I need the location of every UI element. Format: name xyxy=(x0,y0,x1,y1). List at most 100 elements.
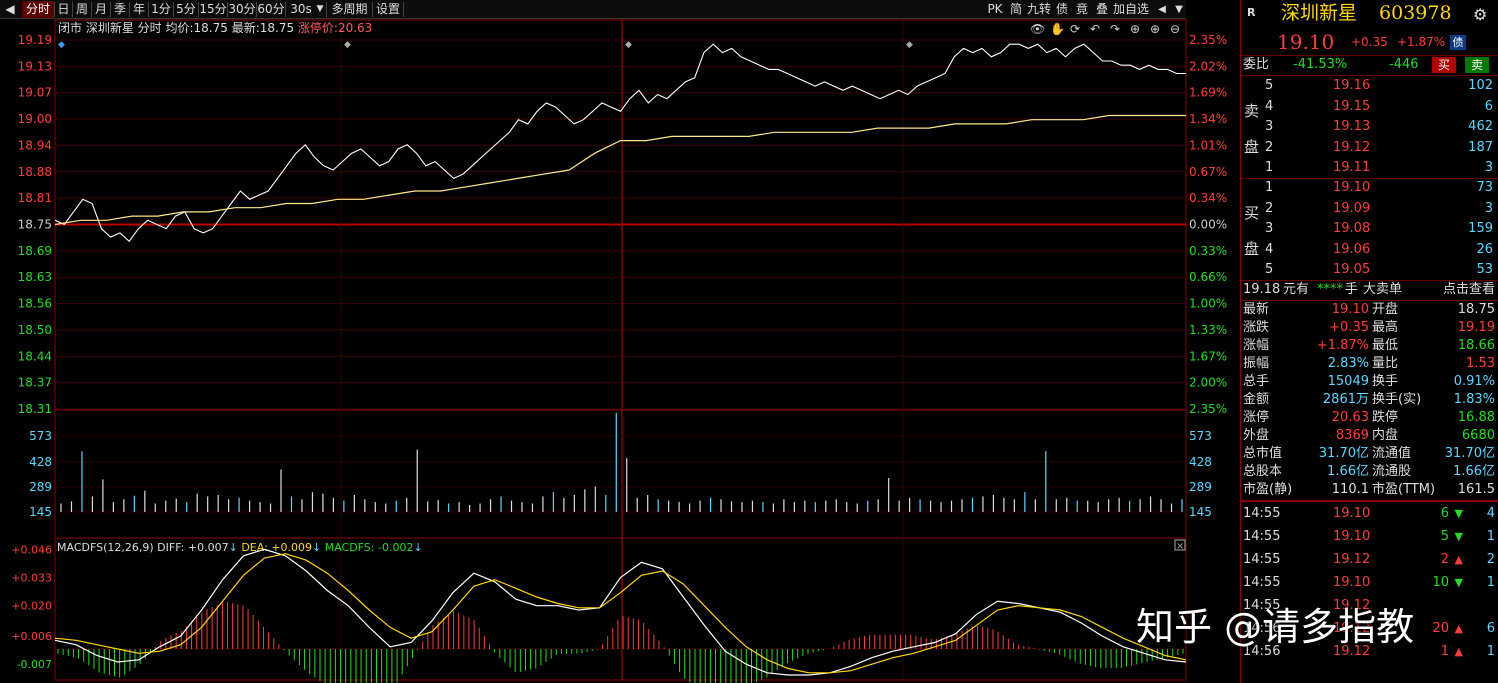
stat-value: 19.19 xyxy=(1457,320,1495,335)
period-tab[interactable]: 周 xyxy=(75,2,88,16)
big-order-stars: **** xyxy=(1317,282,1343,297)
toolbar-right-item[interactable]: 叠 xyxy=(1095,2,1108,16)
big-order-link[interactable]: 点击查看 xyxy=(1442,282,1495,297)
period-tab[interactable]: 月 xyxy=(94,2,107,16)
book-volume: 73 xyxy=(1476,180,1493,195)
stat-value: +0.35 xyxy=(1329,320,1369,335)
tick-row: 14:55 19.10 6 ▼ 4 xyxy=(1241,503,1498,525)
stat-row: 金额 2861万 换手(实) 1.83% xyxy=(1241,391,1498,409)
price-line xyxy=(54,43,1186,243)
level: 5 xyxy=(1265,262,1274,277)
sell-button[interactable]: 卖 xyxy=(1465,57,1489,73)
chart-tool-icon[interactable]: ⊖ xyxy=(1170,22,1180,36)
period-tab[interactable]: 5分 xyxy=(176,2,196,16)
period-tab[interactable]: 季 xyxy=(113,2,126,16)
book-price: 19.05 xyxy=(1333,262,1371,277)
toolbar-right-item[interactable]: 债 xyxy=(1055,2,1068,16)
period-tab[interactable]: 30分 xyxy=(228,2,256,16)
period-tab[interactable]: 分时 xyxy=(22,1,54,18)
price-tick-label: 18.50 xyxy=(18,323,52,337)
stat-value: 0.91% xyxy=(1453,374,1495,389)
chart-toolbar: ◀ 分时日周月季年 1分 5分 15分 30分 60分 30s ▼ 多周期 设置 PK 简九转债竟叠加自… xyxy=(0,0,1186,19)
price-row: 19.10 +0.35 +1.87% 债 xyxy=(1241,30,1498,54)
chart-tool-icon[interactable]: ⊕ xyxy=(1150,22,1160,36)
book-price: 19.15 xyxy=(1333,98,1371,114)
order-book-row[interactable]: 2 19.12 187 xyxy=(1241,139,1498,157)
book-volume: 102 xyxy=(1468,78,1493,93)
stat-value: +1.87% xyxy=(1316,338,1369,353)
level: 4 xyxy=(1265,241,1274,257)
period-tab[interactable]: 多周期 xyxy=(331,2,368,16)
order-book-row[interactable]: 1 19.11 3 xyxy=(1241,159,1498,177)
macd-tick-label: +0.020 xyxy=(11,600,52,613)
chart-tool-icon[interactable]: ⊕ xyxy=(1130,22,1140,36)
dropdown-icon[interactable]: ▼ xyxy=(316,4,324,14)
pct-tick-label: 2.35% xyxy=(1189,33,1227,47)
bond-badge[interactable]: 债 xyxy=(1450,35,1466,50)
r-label: R xyxy=(1247,6,1256,19)
book-side-label: 盘 xyxy=(1244,138,1260,156)
menu-icon[interactable]: ▼ xyxy=(1175,4,1183,15)
order-book-row[interactable]: 1 19.10 73 xyxy=(1241,179,1498,197)
chart-tool-icon[interactable]: ↷ xyxy=(1110,22,1120,36)
tick-volume: 10 xyxy=(1432,575,1449,590)
price-tick-label: 19.19 xyxy=(18,33,52,47)
period-tab[interactable]: 日 xyxy=(57,2,70,16)
chart-tool-icon[interactable]: ✋ xyxy=(1050,22,1065,36)
order-book-row[interactable]: 3 19.08 159 xyxy=(1241,220,1498,238)
level: 2 xyxy=(1265,139,1274,155)
prev-icon[interactable]: ◀ xyxy=(1158,4,1166,15)
pct-tick-label: 0.34% xyxy=(1189,191,1227,205)
stat-label: 总市值 xyxy=(1243,446,1283,461)
book-volume: 159 xyxy=(1468,221,1493,236)
order-book-row[interactable]: 3 19.13 462 xyxy=(1241,118,1498,136)
period-tab[interactable]: 30s xyxy=(290,2,312,16)
period-tab[interactable]: 年 xyxy=(132,2,145,16)
toolbar-right-item[interactable]: 简 xyxy=(1009,2,1022,16)
buy-button[interactable]: 买 xyxy=(1432,57,1456,73)
chart-tool-icon[interactable]: ↶ xyxy=(1090,22,1100,36)
order-book-row[interactable]: 2 19.09 3 xyxy=(1241,200,1498,218)
intraday-chart[interactable]: 19.19 2.35% 19.13 2.02% 19.07 1.69% 19.00 1.34%… xyxy=(0,0,1240,683)
period-tab[interactable]: 设置 xyxy=(375,2,400,16)
stat-label: 最低 xyxy=(1372,338,1399,353)
stat-value: 2.83% xyxy=(1327,356,1369,371)
stat-value: 1.83% xyxy=(1453,392,1495,407)
toolbar-right-item[interactable]: 加自选 xyxy=(1113,2,1150,16)
period-tab[interactable]: 1分 xyxy=(151,2,171,16)
current-price: 19.10 xyxy=(1277,30,1335,54)
level: 1 xyxy=(1265,180,1274,195)
close-icon[interactable] xyxy=(1174,539,1186,551)
settings-gear-icon[interactable]: ⚙ xyxy=(1473,5,1488,24)
avg-line xyxy=(54,114,1186,226)
period-tab[interactable]: 15分 xyxy=(199,2,227,16)
pct-tick-label: 0.00% xyxy=(1189,218,1227,232)
toolbar-right-item[interactable]: 九转 xyxy=(1027,2,1052,16)
big-order-label: 大卖单 xyxy=(1363,282,1403,297)
tick-count: 1 xyxy=(1486,644,1495,659)
back-icon[interactable]: ◀ xyxy=(5,2,15,16)
chart-tool-icon[interactable]: ⟳ xyxy=(1070,22,1080,36)
tick-time: 14:56 xyxy=(1243,621,1281,636)
chart-tool-icon[interactable]: 👁 xyxy=(1030,22,1045,36)
stat-row: 涨停 20.63 跌停 16.88 xyxy=(1241,409,1498,427)
stock-code: 603978 xyxy=(1379,2,1452,24)
toolbar-right-item[interactable]: 竟 xyxy=(1075,2,1088,16)
order-book-row[interactable]: 5 19.16 102 xyxy=(1241,77,1498,95)
stat-row: 振幅 2.83% 量比 1.53 xyxy=(1241,355,1498,373)
order-book-row[interactable]: 5 19.05 53 xyxy=(1241,261,1498,279)
tick-price: 19.10 xyxy=(1333,575,1371,590)
tick-count: 6 xyxy=(1486,621,1495,636)
order-book-row[interactable]: 4 19.06 26 xyxy=(1241,241,1498,259)
period-tab[interactable]: 60分 xyxy=(257,2,285,16)
stat-row: 涨幅 +1.87% 最低 18.66 xyxy=(1241,337,1498,355)
level: 3 xyxy=(1265,119,1274,134)
pct-tick-label: 2.35% xyxy=(1189,402,1227,416)
toolbar-right-item[interactable]: PK xyxy=(987,2,1003,16)
order-book-row[interactable]: 4 19.15 6 xyxy=(1241,98,1498,116)
volume-tick-label: 145 xyxy=(29,505,52,519)
book-price: 19.06 xyxy=(1333,241,1371,257)
stat-row: 总股本 1.66亿 流通股 1.66亿 xyxy=(1241,463,1498,481)
level: 1 xyxy=(1265,160,1274,175)
tick-price: 19.12 xyxy=(1333,552,1371,567)
